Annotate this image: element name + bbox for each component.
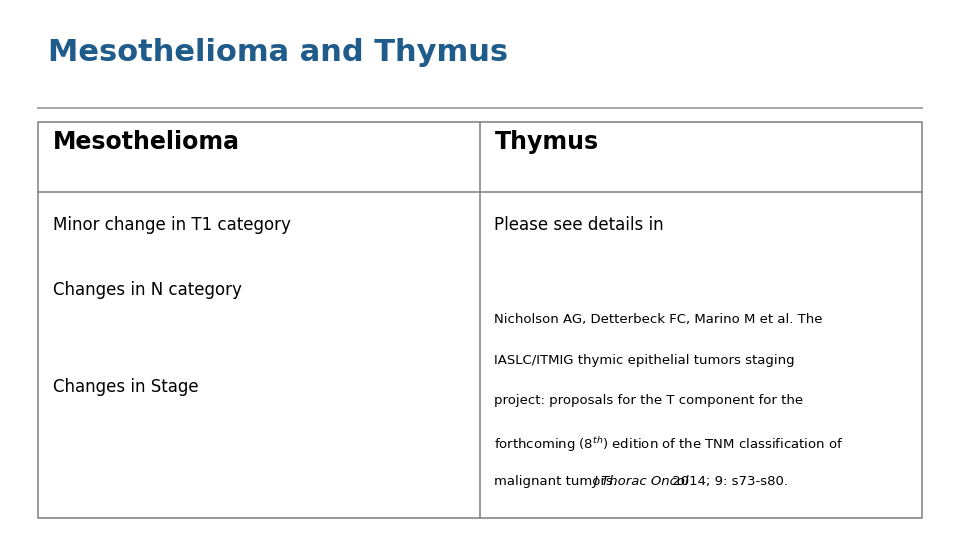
Text: IASLC/ITMIG thymic epithelial tumors staging: IASLC/ITMIG thymic epithelial tumors sta… bbox=[494, 354, 795, 367]
Text: project: proposals for the T component for the: project: proposals for the T component f… bbox=[494, 394, 804, 407]
Text: Thymus: Thymus bbox=[494, 130, 598, 153]
Text: Mesothelioma: Mesothelioma bbox=[53, 130, 240, 153]
Text: Nicholson AG, Detterbeck FC, Marino M et al. The: Nicholson AG, Detterbeck FC, Marino M et… bbox=[494, 313, 823, 326]
Text: Please see details in: Please see details in bbox=[494, 216, 664, 234]
Text: Mesothelioma and Thymus: Mesothelioma and Thymus bbox=[48, 38, 508, 67]
Text: 2014; 9: s73-s80.: 2014; 9: s73-s80. bbox=[668, 475, 788, 488]
Text: Changes in Stage: Changes in Stage bbox=[53, 378, 199, 396]
FancyBboxPatch shape bbox=[38, 122, 922, 518]
Text: forthcoming (8$^{th}$) edition of the TNM classification of: forthcoming (8$^{th}$) edition of the TN… bbox=[494, 435, 844, 454]
Text: Minor change in T1 category: Minor change in T1 category bbox=[53, 216, 291, 234]
Text: malignant tumors.: malignant tumors. bbox=[494, 475, 621, 488]
Text: J Thorac Oncol: J Thorac Oncol bbox=[593, 475, 689, 488]
Text: Changes in N category: Changes in N category bbox=[53, 281, 242, 299]
